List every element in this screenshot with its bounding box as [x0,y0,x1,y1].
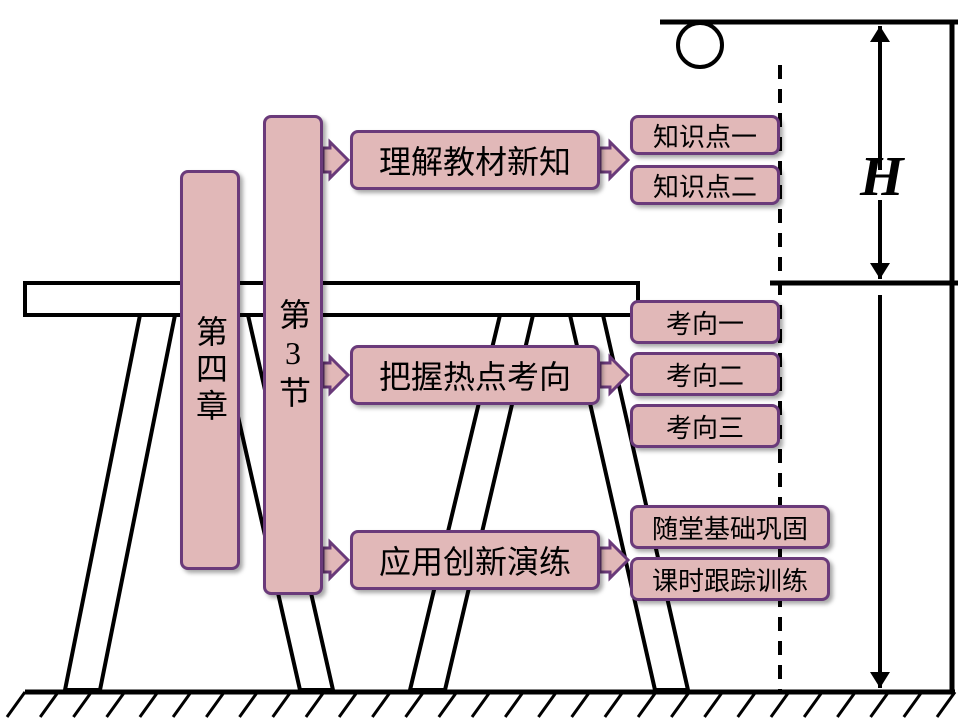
row3-leaf-0-label: 随堂基础巩固 [652,509,808,546]
row2-leaf-2: 考向三 [630,404,780,448]
row1-leaf-0-label: 知识点一 [653,117,757,154]
row2-main: 把握热点考向 [350,345,600,405]
section-node-label: 第3节 [270,298,316,412]
chapter-node-label: 第四章 [187,315,233,425]
label-H: H [860,145,904,209]
row1-leaf-1-label: 知识点二 [653,167,757,204]
row2-leaf-0: 考向一 [630,300,780,344]
row2-leaf-1-label: 考向二 [666,356,744,393]
row3-leaf-0: 随堂基础巩固 [630,505,830,549]
row2-leaf-2-label: 考向三 [666,408,744,445]
row1-leaf-0: 知识点一 [630,115,780,155]
row3-main-label: 应用创新演练 [379,537,571,583]
row1-main: 理解教材新知 [350,130,600,190]
row1-main-label: 理解教材新知 [379,137,571,183]
row1-leaf-1: 知识点二 [630,165,780,205]
row2-leaf-1: 考向二 [630,352,780,396]
row3-main: 应用创新演练 [350,530,600,590]
section-node: 第3节 [263,115,323,595]
row2-leaf-0-label: 考向一 [666,304,744,341]
chapter-node: 第四章 [180,170,240,570]
row3-leaf-1-label: 课时跟踪训练 [652,561,808,598]
row2-main-label: 把握热点考向 [379,352,571,398]
row3-leaf-1: 课时跟踪训练 [630,557,830,601]
